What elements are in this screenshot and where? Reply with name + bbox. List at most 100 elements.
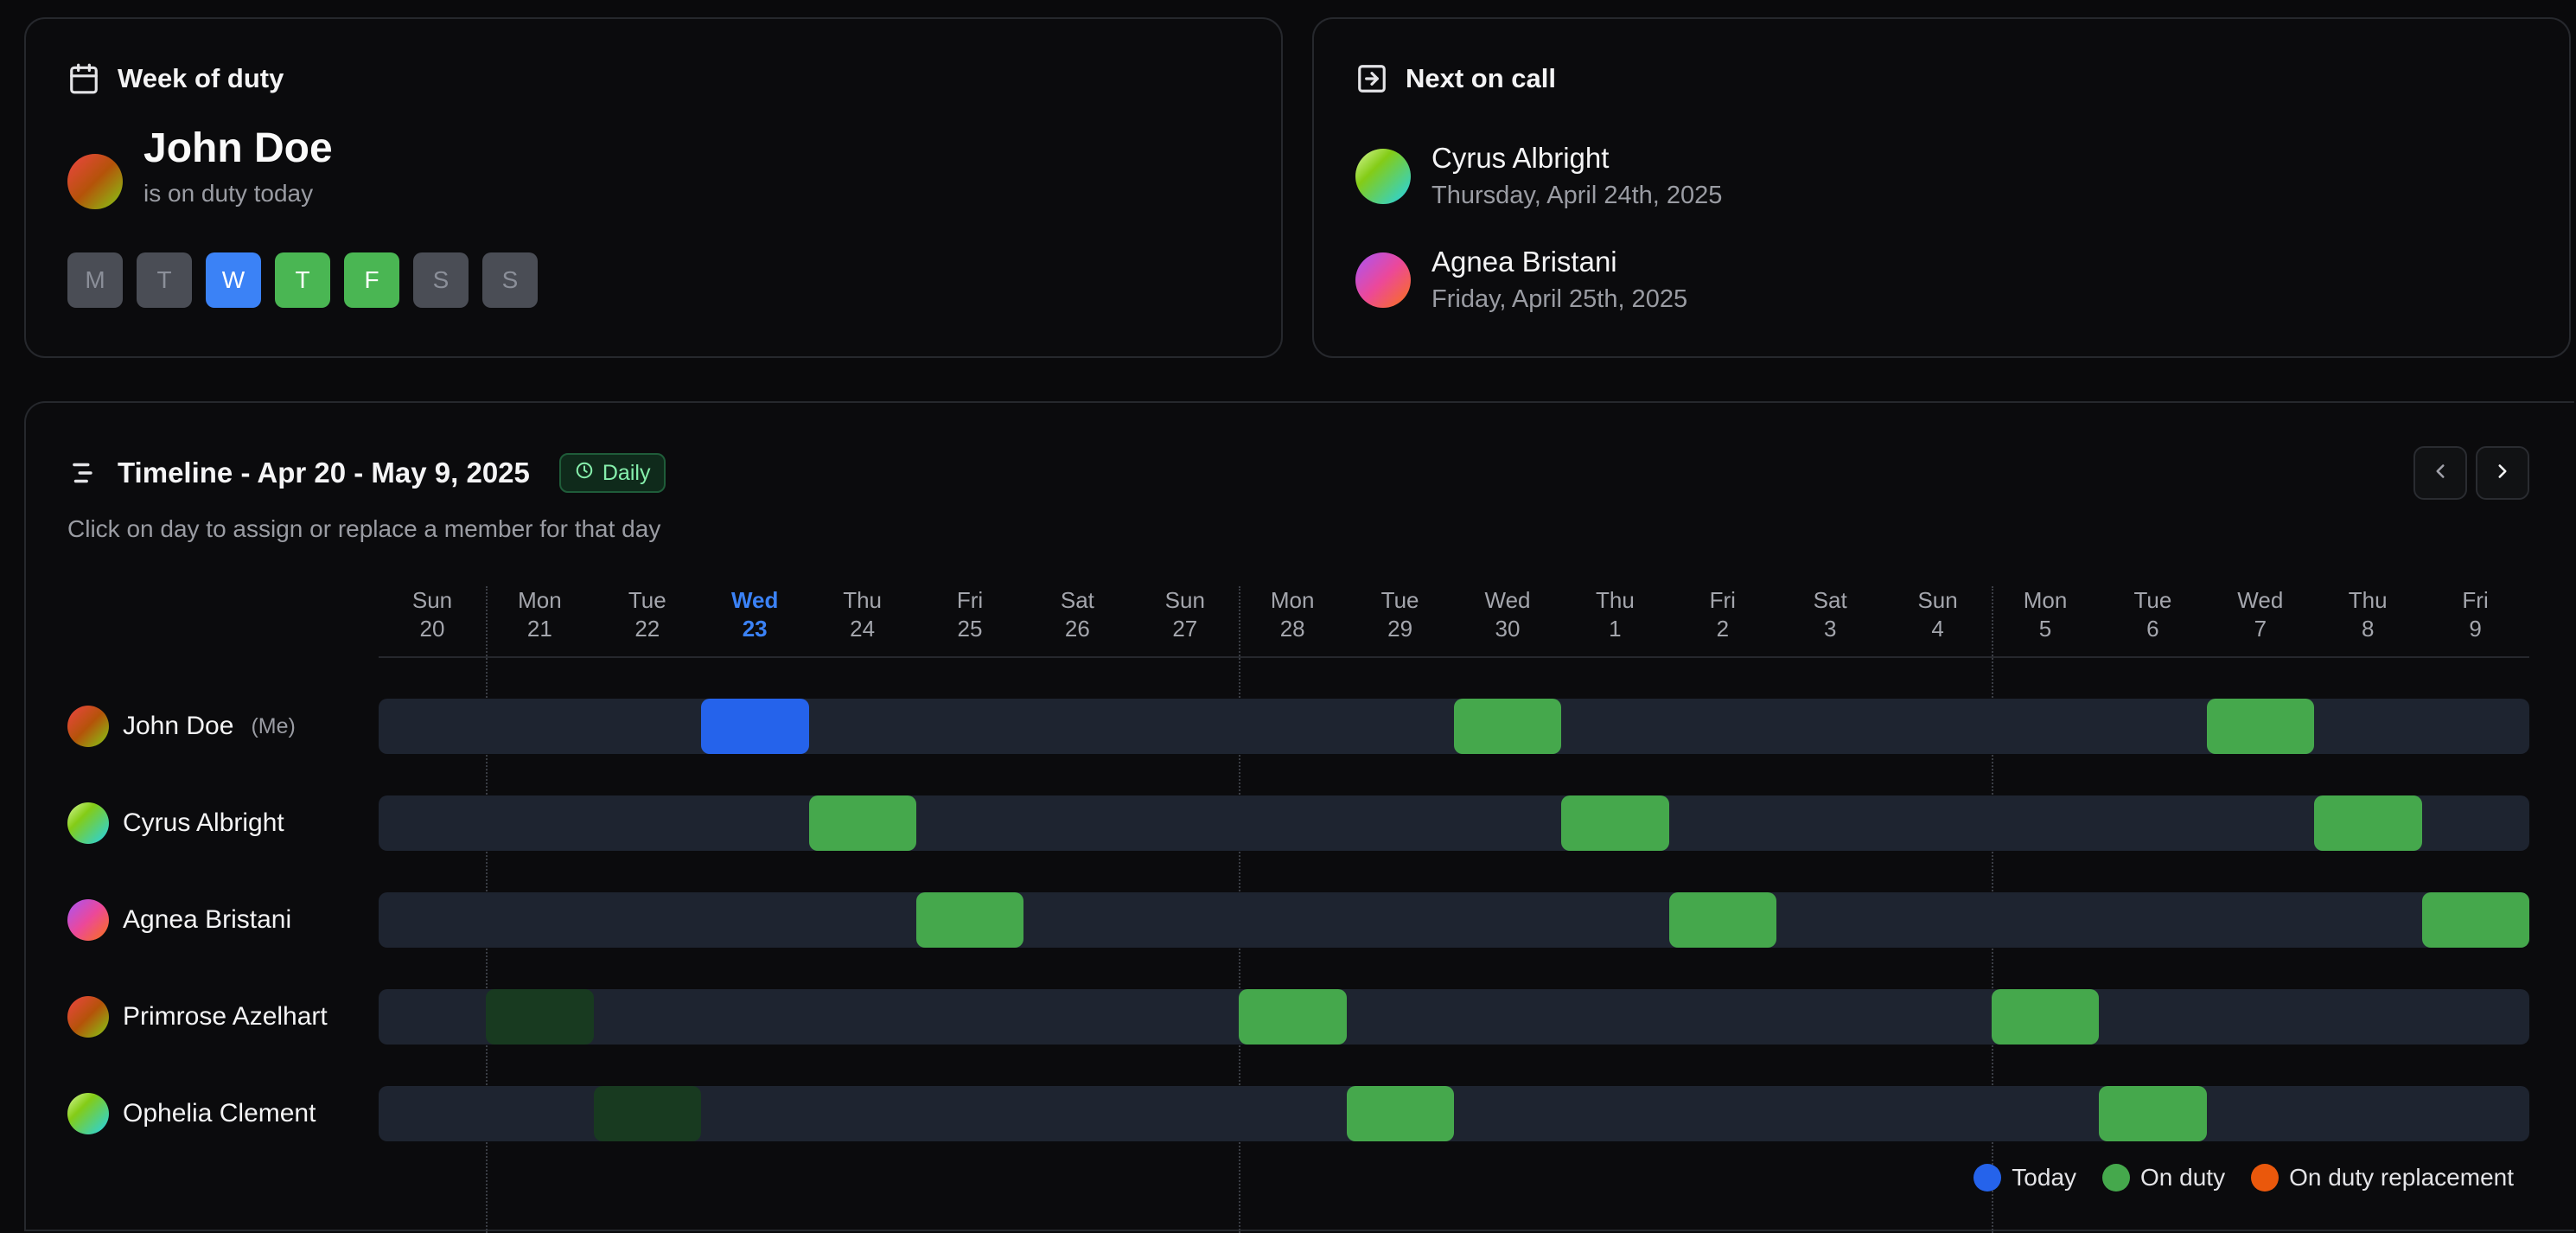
duty-cell[interactable]: [1239, 989, 1347, 1045]
day-number: 6: [2146, 616, 2159, 642]
view-mode-badge[interactable]: Daily: [558, 453, 666, 493]
day-of-week: Fri: [1709, 587, 1736, 613]
chevron-left-icon: [2429, 460, 2452, 487]
legend-item-on-duty: On duty: [2102, 1164, 2225, 1191]
next-range-button[interactable]: [2476, 446, 2529, 500]
day-column-header: Sun 4: [1884, 586, 1992, 643]
day-of-week: Sat: [1813, 587, 1847, 613]
next-on-call-header: Next on call: [1355, 62, 1556, 95]
day-number: 29: [1387, 616, 1413, 642]
next-on-call-date: Friday, April 25th, 2025: [1431, 285, 1688, 313]
day-column-header: Wed 23: [701, 586, 808, 643]
legend-item-replacement: On duty replacement: [2251, 1164, 2514, 1191]
weekday-pill: F: [344, 252, 399, 308]
duty-cell-past[interactable]: [593, 1086, 702, 1141]
avatar: [67, 706, 109, 747]
member-track[interactable]: [379, 989, 2529, 1045]
timeline-subtitle: Click on day to assign or replace a memb…: [67, 515, 661, 542]
timeline-icon: [67, 457, 100, 489]
day-column-header: Sun 27: [1132, 586, 1239, 643]
weekday-pill: T: [137, 252, 192, 308]
member-track[interactable]: [379, 892, 2529, 948]
on-duty-status: is on duty today: [143, 180, 314, 207]
avatar: [67, 996, 109, 1038]
day-of-week: Thu: [1595, 587, 1635, 613]
duty-cell[interactable]: [1992, 989, 2100, 1045]
day-column-header: Mon 21: [486, 586, 593, 643]
day-of-week: Sat: [1060, 587, 1094, 613]
day-number: 20: [419, 616, 445, 642]
weekday-pill: S: [413, 252, 469, 308]
avatar: [67, 1093, 109, 1134]
member-track[interactable]: [379, 1086, 2529, 1141]
day-number: 21: [526, 616, 552, 642]
weekday-pill: S: [482, 252, 538, 308]
calendar-icon: [67, 62, 100, 95]
duty-cell[interactable]: [2314, 795, 2422, 851]
duty-cell[interactable]: [1454, 699, 1562, 754]
member-row-label: Primrose Azelhart: [67, 989, 328, 1045]
day-column-header: Mon 5: [1992, 586, 2099, 643]
duty-cell[interactable]: [1346, 1086, 1454, 1141]
member-name: John Doe: [123, 712, 234, 740]
week-of-duty-title: Week of duty: [118, 63, 284, 93]
timeline-header: Timeline - Apr 20 - May 9, 2025 Daily: [67, 453, 666, 493]
day-column-header: Fri 2: [1669, 586, 1776, 643]
me-tag: (Me): [251, 713, 296, 738]
day-of-week: Wed: [1484, 587, 1531, 613]
day-number: 27: [1172, 616, 1198, 642]
day-of-week: Wed: [730, 587, 779, 613]
avatar: [1355, 148, 1411, 204]
duty-cell[interactable]: [1561, 795, 1669, 851]
day-of-week: Fri: [956, 587, 984, 613]
day-column-header: Thu 1: [1561, 586, 1668, 643]
on-duty-name: John Doe: [143, 125, 333, 171]
day-column-header: Tue 29: [1347, 586, 1454, 643]
timeline-title: Timeline - Apr 20 - May 9, 2025: [118, 457, 530, 489]
day-number: 5: [2038, 616, 2052, 642]
day-number: 30: [1495, 616, 1521, 642]
duty-cell-today[interactable]: [701, 699, 809, 754]
day-of-week: Sun: [1164, 587, 1205, 613]
day-column-header: Fri 25: [916, 586, 1023, 643]
day-column-header: Wed 7: [2207, 586, 2314, 643]
day-column-header: Wed 30: [1454, 586, 1561, 643]
avatar: [67, 899, 109, 941]
duty-cell[interactable]: [916, 892, 1024, 948]
day-of-week: Thu: [843, 587, 882, 613]
day-of-week: Thu: [2348, 587, 2388, 613]
duty-cell-past[interactable]: [486, 989, 594, 1045]
day-number: 1: [1609, 616, 1622, 642]
day-number: 2: [1716, 616, 1730, 642]
duty-cell[interactable]: [2206, 699, 2315, 754]
member-name: Cyrus Albright: [123, 808, 284, 837]
day-of-week: Fri: [2462, 587, 2489, 613]
day-column-header: Sat 3: [1776, 586, 1884, 643]
day-column-header: Tue 6: [2099, 586, 2206, 643]
arrow-right-box-icon: [1355, 62, 1388, 95]
day-number: 24: [850, 616, 876, 642]
day-number: 7: [2254, 616, 2267, 642]
week-of-duty-card: Week of duty John Doe is on duty today M…: [24, 17, 1283, 358]
next-on-call-item: Agnea Bristani Friday, April 25th, 2025: [1355, 246, 1687, 314]
member-track[interactable]: [379, 795, 2529, 851]
day-number: 8: [2361, 616, 2375, 642]
day-number: 4: [1931, 616, 1944, 642]
duty-cell[interactable]: [2099, 1086, 2207, 1141]
day-of-week: Sun: [411, 587, 453, 613]
day-of-week: Tue: [628, 587, 666, 613]
next-on-call-item: Cyrus Albright Thursday, April 24th, 202…: [1355, 142, 1722, 210]
day-of-week: Mon: [1270, 587, 1315, 613]
day-of-week: Mon: [2023, 587, 2068, 613]
duty-cell[interactable]: [808, 795, 916, 851]
avatar: [67, 802, 109, 844]
duty-cell[interactable]: [2421, 892, 2529, 948]
view-mode-label: Daily: [602, 460, 651, 485]
previous-range-button[interactable]: [2413, 446, 2467, 500]
next-on-call-name: Cyrus Albright: [1431, 142, 1610, 174]
day-number: 3: [1823, 616, 1837, 642]
next-on-call-name: Agnea Bristani: [1431, 246, 1617, 278]
day-of-week: Mon: [518, 587, 562, 613]
duty-cell[interactable]: [1668, 892, 1777, 948]
weekday-pill: T: [275, 252, 330, 308]
